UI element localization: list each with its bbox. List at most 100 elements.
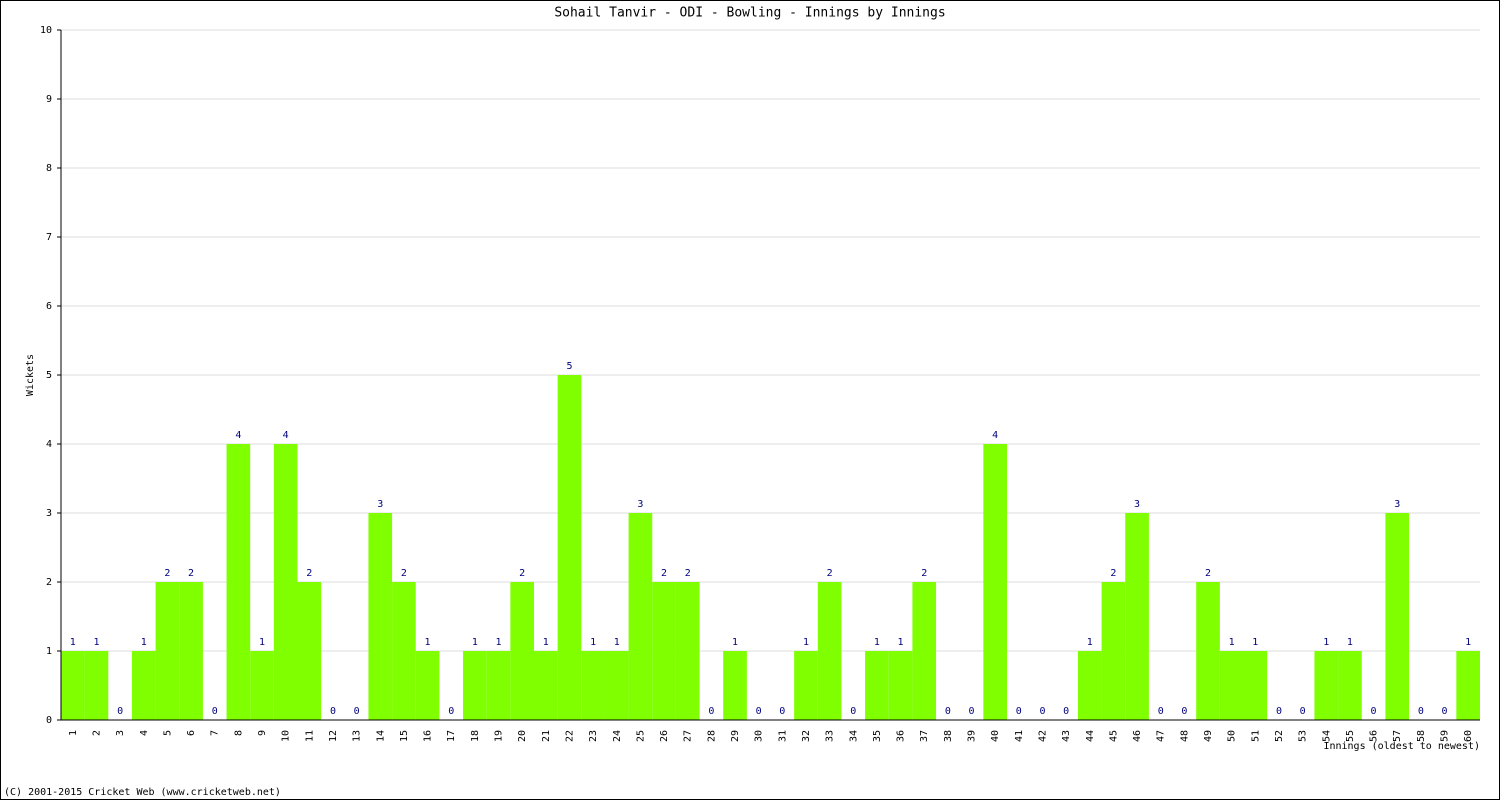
- bar: [983, 444, 1007, 720]
- value-label: 0: [1371, 706, 1377, 717]
- value-label: 5: [566, 361, 572, 372]
- bar: [1338, 651, 1362, 720]
- value-label: 2: [1110, 568, 1116, 579]
- x-tick-label: 4: [139, 730, 150, 736]
- y-tick-label: 5: [46, 370, 52, 381]
- bar: [1196, 582, 1220, 720]
- x-tick-label: 11: [304, 730, 315, 742]
- x-tick-label: 20: [517, 730, 528, 742]
- bar: [794, 651, 818, 720]
- x-tick-label: 39: [967, 730, 978, 742]
- bar: [1219, 651, 1244, 720]
- value-label: 2: [827, 568, 833, 579]
- x-tick-label: 16: [423, 730, 434, 742]
- value-label: 2: [306, 568, 312, 579]
- bar: [84, 651, 109, 720]
- y-tick-label: 4: [46, 439, 52, 450]
- bar: [912, 582, 937, 720]
- value-label: 0: [969, 706, 975, 717]
- value-label: 1: [543, 637, 549, 648]
- value-label: 0: [1016, 706, 1022, 717]
- x-tick-label: 47: [1156, 730, 1167, 742]
- value-label: 0: [1181, 706, 1187, 717]
- x-tick-label: 31: [777, 730, 788, 742]
- x-tick-label: 53: [1298, 730, 1309, 742]
- x-axis-label: Innings (oldest to newest): [1323, 741, 1480, 752]
- bar: [1314, 651, 1339, 720]
- x-tick-label: 19: [494, 730, 505, 742]
- bar: [131, 651, 156, 720]
- bar: [557, 375, 582, 720]
- value-label: 4: [235, 430, 241, 441]
- value-label: 0: [945, 706, 951, 717]
- value-label: 1: [259, 637, 265, 648]
- x-tick-label: 24: [612, 730, 623, 742]
- value-label: 1: [732, 637, 738, 648]
- x-tick-label: 17: [446, 730, 457, 742]
- value-label: 3: [637, 499, 643, 510]
- x-tick-label: 59: [1440, 730, 1451, 742]
- x-tick-label: 34: [848, 730, 859, 742]
- value-label: 4: [992, 430, 998, 441]
- value-label: 2: [1205, 568, 1211, 579]
- x-tick-label: 54: [1321, 730, 1332, 742]
- bar: [155, 582, 180, 720]
- value-label: 3: [1134, 499, 1140, 510]
- bar: [1385, 513, 1410, 720]
- bar: [510, 582, 534, 720]
- bar: [628, 513, 653, 720]
- x-tick-label: 32: [801, 730, 812, 742]
- x-tick-label: 56: [1369, 730, 1380, 742]
- y-tick-label: 6: [46, 301, 52, 312]
- bar: [888, 651, 913, 720]
- x-tick-label: 5: [162, 730, 173, 736]
- x-tick-label: 27: [683, 730, 694, 742]
- y-tick-label: 10: [40, 25, 52, 36]
- x-tick-label: 44: [1085, 730, 1096, 742]
- value-label: 1: [874, 637, 880, 648]
- x-tick-label: 1: [68, 730, 79, 736]
- value-label: 0: [330, 706, 336, 717]
- value-label: 4: [283, 430, 289, 441]
- value-label: 1: [70, 637, 76, 648]
- x-tick-label: 36: [896, 730, 907, 742]
- value-label: 1: [1252, 637, 1258, 648]
- x-tick-label: 21: [541, 730, 552, 742]
- x-tick-label: 55: [1345, 730, 1356, 742]
- value-label: 0: [212, 706, 218, 717]
- y-tick-label: 7: [46, 232, 52, 243]
- value-label: 0: [354, 706, 360, 717]
- value-label: 0: [117, 706, 123, 717]
- x-tick-label: 42: [1037, 730, 1048, 742]
- value-label: 0: [1300, 706, 1306, 717]
- x-tick-label: 52: [1274, 730, 1285, 742]
- value-label: 2: [401, 568, 407, 579]
- value-label: 2: [685, 568, 691, 579]
- bar: [817, 582, 842, 720]
- x-tick-label: 6: [186, 730, 197, 736]
- x-tick-label: 18: [470, 730, 481, 742]
- value-label: 1: [1229, 637, 1235, 648]
- x-tick-label: 12: [328, 730, 339, 742]
- x-tick-label: 29: [730, 730, 741, 742]
- x-tick-label: 43: [1061, 730, 1072, 742]
- bar: [226, 444, 251, 720]
- x-tick-label: 8: [233, 730, 244, 736]
- value-label: 1: [590, 637, 596, 648]
- bar: [534, 651, 558, 720]
- chart-title: Sohail Tanvir - ODI - Bowling - Innings …: [554, 6, 945, 21]
- value-label: 2: [921, 568, 927, 579]
- value-label: 1: [496, 637, 502, 648]
- x-tick-label: 41: [1014, 730, 1025, 742]
- bar: [368, 513, 393, 720]
- x-tick-label: 9: [257, 730, 268, 736]
- bar: [179, 582, 203, 720]
- x-tick-label: 51: [1250, 730, 1261, 742]
- x-tick-label: 38: [943, 730, 954, 742]
- bar: [1101, 582, 1126, 720]
- y-tick-label: 9: [46, 94, 52, 105]
- bar: [463, 651, 487, 720]
- x-tick-label: 14: [375, 730, 386, 742]
